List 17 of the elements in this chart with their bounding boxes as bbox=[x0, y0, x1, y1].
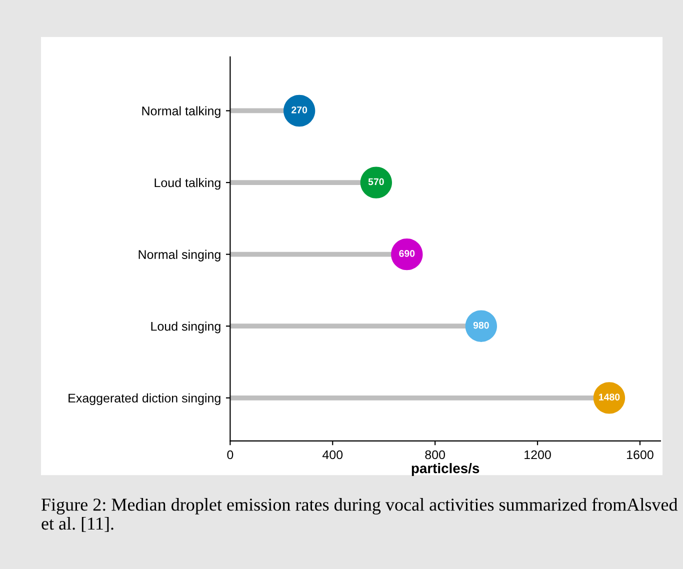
x-tick-label: 1600 bbox=[627, 450, 654, 460]
data-label: 270 bbox=[292, 106, 308, 114]
y-tick-label: Normal talking bbox=[142, 106, 220, 118]
x-axis-title: particles/s bbox=[412, 463, 480, 476]
x-tick-label: 800 bbox=[425, 450, 446, 460]
data-label: 570 bbox=[368, 178, 384, 186]
caption: Figure 2: Median droplet emission rates during vocal activities summarized fromAlsved et al. [11]. bbox=[42, 498, 678, 532]
data-label: 1480 bbox=[599, 394, 620, 401]
y-tick-label: Exaggerated diction singing bbox=[68, 393, 220, 406]
x-tick-label: 400 bbox=[322, 450, 343, 460]
data-label: 690 bbox=[399, 250, 415, 257]
y-tick-label: Loud talking bbox=[154, 178, 220, 190]
y-tick-label: Normal singing bbox=[138, 250, 220, 262]
x-tick-label: 0 bbox=[227, 450, 234, 460]
data-label: 980 bbox=[473, 322, 489, 329]
x-tick-label: 1200 bbox=[524, 450, 551, 460]
y-tick-label: Loud singing bbox=[151, 322, 220, 334]
